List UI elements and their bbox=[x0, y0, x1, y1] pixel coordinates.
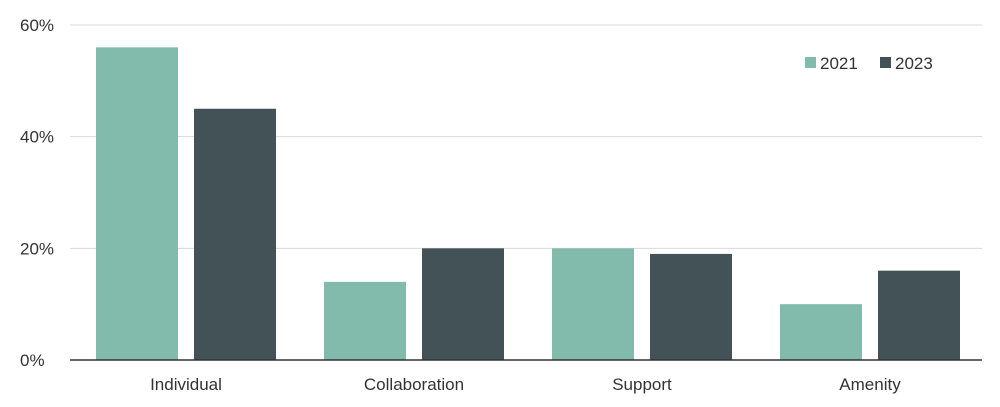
legend-swatch-2021 bbox=[805, 57, 816, 68]
x-tick-label: Individual bbox=[150, 375, 222, 394]
y-tick-label: 0% bbox=[20, 351, 45, 370]
y-tick-label: 60% bbox=[20, 16, 54, 35]
y-axis-tick-labels: 0% 20% 40% 60% bbox=[20, 16, 54, 370]
bar-amenity-2023 bbox=[878, 270, 960, 360]
x-tick-label: Collaboration bbox=[364, 375, 464, 394]
x-tick-label: Support bbox=[612, 375, 672, 394]
legend-label-2023: 2023 bbox=[895, 54, 933, 73]
legend-label-2021: 2021 bbox=[820, 54, 858, 73]
bar-support-2021 bbox=[552, 248, 634, 360]
x-tick-label: Amenity bbox=[839, 375, 901, 394]
bar-collaboration-2021 bbox=[324, 281, 406, 360]
legend: 2021 2023 bbox=[805, 54, 933, 73]
y-tick-label: 40% bbox=[20, 128, 54, 147]
legend-swatch-2023 bbox=[880, 57, 891, 68]
bar-individual-2023 bbox=[194, 108, 276, 360]
y-tick-label: 20% bbox=[20, 239, 54, 258]
bar-support-2023 bbox=[650, 253, 732, 360]
bar-amenity-2021 bbox=[780, 304, 862, 360]
bars bbox=[96, 47, 960, 360]
bar-collaboration-2023 bbox=[422, 248, 504, 360]
bar-individual-2021 bbox=[96, 47, 178, 360]
x-axis-tick-labels: Individual Collaboration Support Amenity bbox=[150, 375, 901, 394]
